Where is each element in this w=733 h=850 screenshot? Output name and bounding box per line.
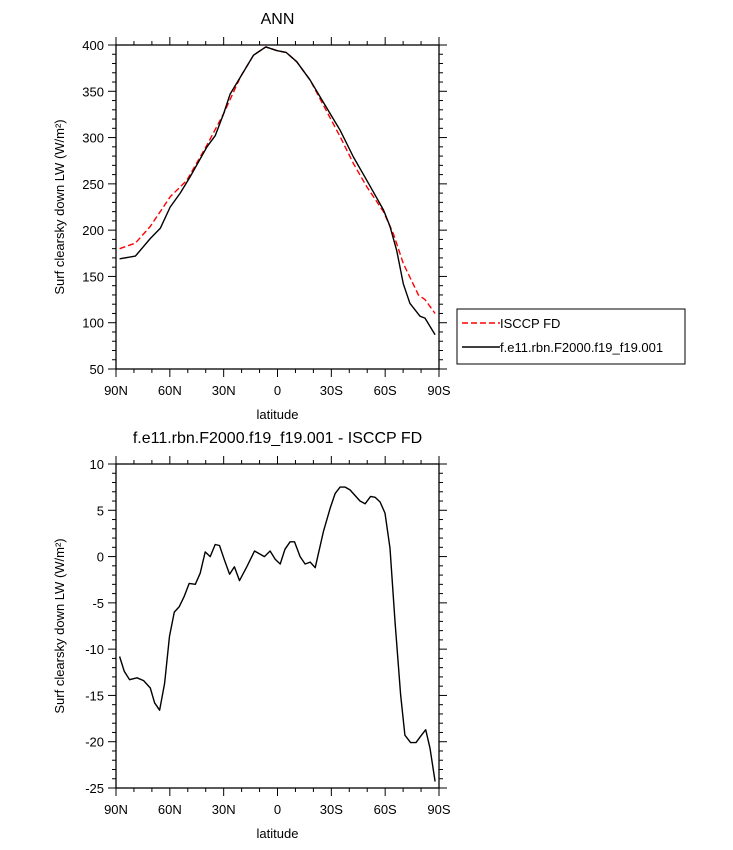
y-tick-label: 5	[97, 503, 104, 518]
y-tick-label: 300	[82, 131, 104, 146]
x-tick-label: 90S	[427, 802, 450, 817]
plot-frame	[115, 44, 440, 370]
x-tick-label: 30S	[320, 802, 343, 817]
y-tick-label: 250	[82, 177, 104, 192]
y-tick-label: -15	[85, 688, 104, 703]
legend: ISCCP FD f.e11.rbn.F2000.f19_f19.001	[456, 308, 686, 365]
x-axis-label: latitude	[257, 826, 299, 841]
x-tick-label: 0	[274, 383, 281, 398]
x-tick-label: 60N	[158, 802, 182, 817]
series-line-0	[119, 46, 436, 314]
legend-label: f.e11.rbn.F2000.f19_f19.001	[500, 340, 663, 355]
chart-title: ANN	[261, 11, 295, 28]
x-axis-label: latitude	[257, 407, 299, 422]
y-axis-label: Surf clearsky down LW (W/m²)	[52, 119, 67, 294]
y-tick-label: 10	[90, 457, 104, 472]
chart-title: f.e11.rbn.F2000.f19_f19.001 - ISCCP FD	[133, 430, 422, 447]
y-tick-label: 150	[82, 269, 104, 284]
legend-box	[456, 308, 686, 365]
y-tick-label: 50	[90, 362, 104, 377]
y-tick-label: -25	[85, 781, 104, 796]
plot-2: 90N 60N 30N 0 30S 60S 90S -25 -20 -15 -10 -5 0 5 10 f.e…	[52, 430, 451, 841]
x-tick-label: 30N	[212, 802, 236, 817]
y-tick-label: 400	[82, 38, 104, 53]
y-tick-label: -10	[85, 642, 104, 657]
plot-1: 90N 60N 30N 0 30S 60S 90S 50 100 150 200 250 300 350 4…	[52, 11, 686, 422]
x-tick-label: 60S	[374, 802, 397, 817]
y-tick-label: 350	[82, 84, 104, 99]
y-tick-label: 100	[82, 316, 104, 331]
x-tick-label: 90S	[427, 383, 450, 398]
y-tick-label: 200	[82, 223, 104, 238]
legend-label: ISCCP FD	[500, 316, 560, 331]
x-tick-label: 30S	[320, 383, 343, 398]
x-tick-label: 90N	[104, 383, 128, 398]
y-tick-label: -5	[92, 596, 104, 611]
y-tick-label: 0	[97, 550, 104, 565]
x-tick-label: 30N	[212, 383, 236, 398]
x-tick-label: 0	[274, 802, 281, 817]
series-line-0	[118, 486, 436, 782]
x-tick-label: 60N	[158, 383, 182, 398]
y-tick-label: -20	[85, 735, 104, 750]
y-axis-label: Surf clearsky down LW (W/m²)	[52, 538, 67, 713]
x-tick-label: 60S	[374, 383, 397, 398]
plot-frame	[115, 463, 440, 789]
x-tick-label: 90N	[104, 802, 128, 817]
series-line-1	[119, 46, 436, 336]
